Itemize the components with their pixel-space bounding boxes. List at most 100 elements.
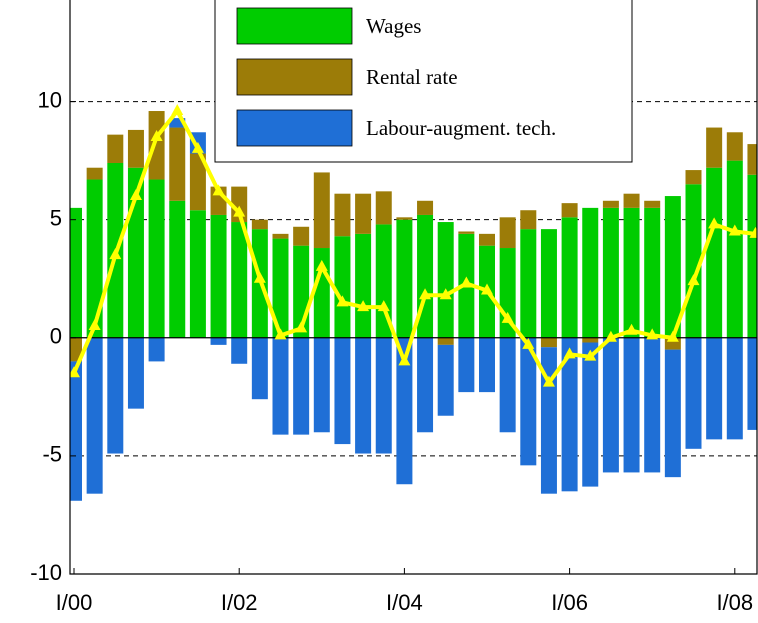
bar-segment bbox=[623, 193, 640, 208]
bar-segment bbox=[169, 200, 186, 338]
bar-segment bbox=[499, 217, 516, 249]
bar-segment bbox=[437, 344, 454, 416]
line-marker bbox=[625, 323, 638, 335]
bar-segment bbox=[664, 196, 681, 338]
bar-segment bbox=[334, 337, 351, 445]
line-marker bbox=[171, 104, 184, 116]
bar-segment bbox=[479, 233, 495, 246]
line-marker bbox=[749, 226, 757, 238]
bar-segment bbox=[623, 337, 640, 473]
bar-segment bbox=[644, 207, 661, 338]
bar-segment bbox=[437, 222, 454, 338]
bar-segment bbox=[148, 179, 165, 338]
bar-segment bbox=[747, 174, 757, 338]
line-marker bbox=[708, 217, 721, 229]
bar-segment bbox=[664, 337, 681, 350]
y-tick-label: -10 bbox=[30, 560, 62, 585]
bar-segment bbox=[231, 337, 248, 364]
bar-segment bbox=[706, 127, 723, 168]
bar-segment bbox=[685, 170, 702, 185]
bar-segment bbox=[437, 337, 454, 345]
bar-segment bbox=[169, 118, 186, 128]
bar-segment bbox=[540, 229, 557, 338]
bar-segment bbox=[706, 167, 723, 338]
bar-segment bbox=[479, 337, 495, 393]
plot-area bbox=[70, 101, 757, 501]
bar-segment bbox=[644, 200, 661, 208]
bar-segment bbox=[417, 337, 434, 433]
line-marker bbox=[419, 288, 432, 300]
bar-segment bbox=[458, 231, 475, 234]
bar-segment bbox=[251, 219, 268, 230]
bar-segment bbox=[417, 200, 434, 215]
legend-label: Rental rate bbox=[366, 65, 458, 89]
bar-segment bbox=[458, 337, 475, 393]
line-marker bbox=[150, 130, 163, 142]
bar-segment bbox=[726, 160, 743, 338]
line-marker bbox=[377, 300, 390, 312]
bar-segment bbox=[127, 337, 144, 409]
bar-segment bbox=[107, 337, 124, 454]
bar-segment bbox=[726, 132, 743, 161]
line-marker bbox=[336, 295, 349, 307]
bar-segment bbox=[644, 337, 661, 473]
bar-segment bbox=[685, 184, 702, 338]
bar-segment bbox=[251, 337, 268, 400]
bar-segment bbox=[561, 337, 578, 492]
bar-segment bbox=[355, 233, 372, 338]
line-marker bbox=[584, 349, 597, 361]
bar-segment bbox=[272, 337, 289, 435]
bar-segment bbox=[272, 238, 289, 338]
bar-segment bbox=[396, 217, 413, 220]
bar-segment bbox=[169, 127, 186, 201]
bar-segment bbox=[706, 337, 723, 440]
y-tick-label: 0 bbox=[50, 324, 62, 349]
legend-swatch bbox=[236, 58, 353, 96]
bar-segment bbox=[210, 337, 227, 345]
bar-segment bbox=[107, 134, 124, 163]
line-marker bbox=[728, 224, 741, 236]
x-tick-label: I/02 bbox=[221, 590, 258, 615]
bar-segment bbox=[375, 337, 392, 454]
bar-segment bbox=[747, 337, 757, 430]
bar-segment bbox=[582, 207, 599, 338]
line-marker bbox=[481, 283, 493, 295]
line-marker bbox=[439, 288, 452, 300]
bar-segment bbox=[293, 337, 310, 435]
bar-segment bbox=[520, 229, 537, 338]
bar-segment bbox=[70, 361, 82, 501]
bar-segment bbox=[189, 210, 206, 338]
line-marker bbox=[212, 184, 225, 196]
bar-segment bbox=[148, 111, 165, 180]
bar-segment bbox=[623, 207, 640, 338]
line-marker bbox=[398, 354, 411, 366]
bar-segment bbox=[602, 200, 619, 208]
x-tick-label: I/04 bbox=[386, 590, 423, 615]
bar-segment bbox=[231, 222, 248, 338]
x-tick-label: I/08 bbox=[716, 590, 753, 615]
bar-segment bbox=[561, 203, 578, 218]
line-marker bbox=[274, 328, 287, 340]
bar-segment bbox=[86, 167, 103, 180]
line-marker bbox=[233, 205, 246, 217]
axes: -10 -5 0 5 10 I/00 I/02 I/04 I/06 I/08 bbox=[30, 0, 758, 615]
line-marker bbox=[70, 366, 80, 378]
x-tick-label: I/00 bbox=[56, 590, 93, 615]
y-tick-label: -5 bbox=[42, 442, 62, 467]
bar-segment bbox=[561, 217, 578, 338]
line-marker bbox=[687, 274, 700, 286]
line-marker bbox=[129, 189, 142, 201]
line-marker bbox=[357, 300, 370, 312]
bar-segment bbox=[520, 210, 537, 230]
bar-segment bbox=[189, 153, 206, 211]
line-marker bbox=[522, 337, 535, 349]
axis-frame bbox=[69, 0, 758, 575]
line-marker bbox=[460, 276, 473, 288]
x-tick-label: I/06 bbox=[551, 590, 588, 615]
bar-segment bbox=[86, 337, 103, 494]
bar-segment bbox=[334, 193, 351, 237]
bar-segment bbox=[86, 179, 103, 338]
legend-label: Wages bbox=[366, 14, 421, 38]
line-marker bbox=[315, 259, 328, 271]
bar-segment bbox=[210, 214, 227, 338]
